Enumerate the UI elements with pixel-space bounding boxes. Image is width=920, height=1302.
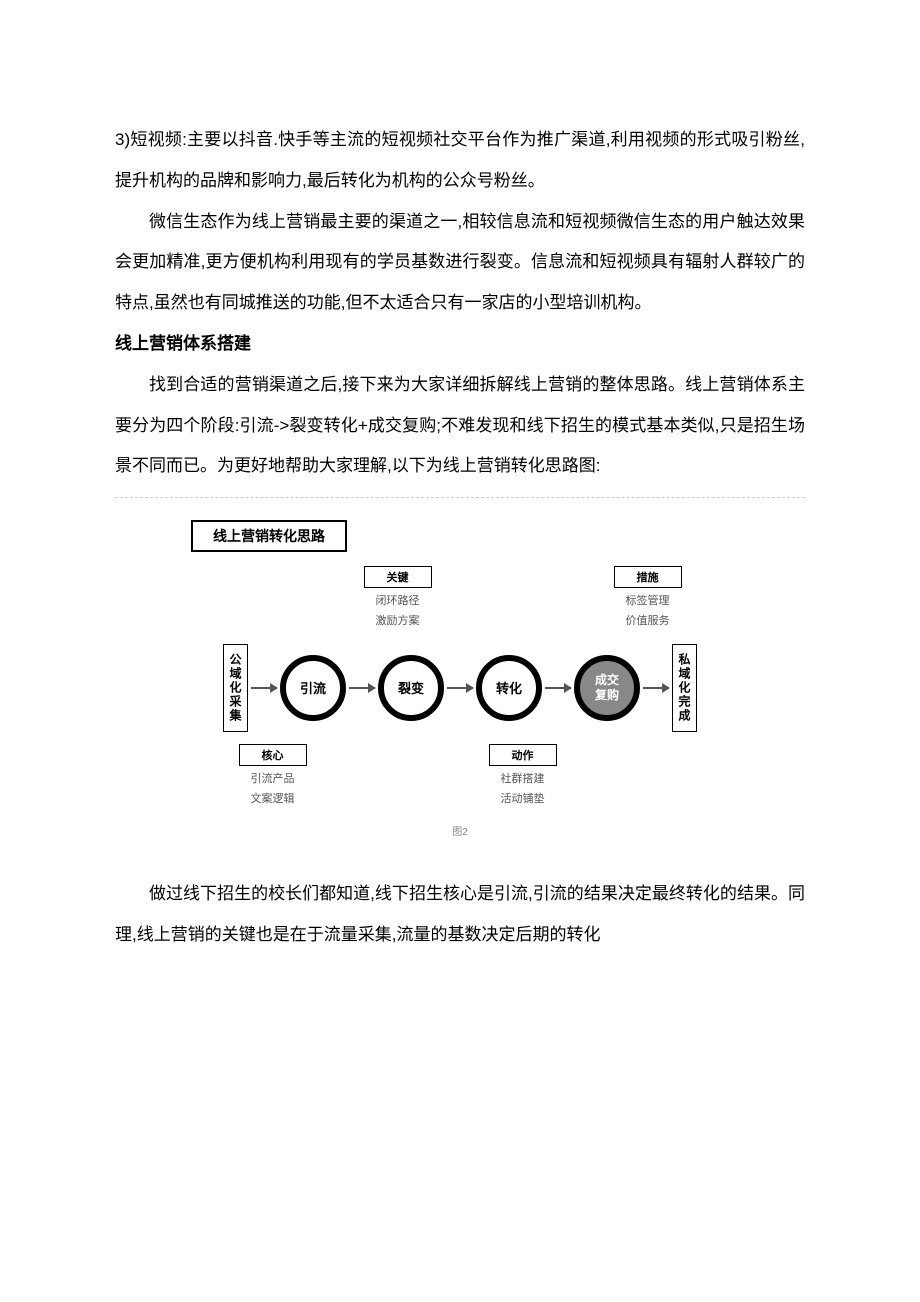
stage-circle-3: 转化 [476, 655, 542, 721]
annotation-group-action: 动作 社群搭建 活动铺垫 [460, 744, 585, 810]
right-side-box: 私域化完成 [672, 644, 697, 732]
annotation-item: 引流产品 [251, 770, 295, 790]
annotation-item: 标签管理 [626, 592, 670, 612]
stage-circle-1: 引流 [280, 655, 346, 721]
annotation-item: 激励方案 [376, 612, 420, 632]
flow-row: 公域化采集 引流 裂变 转化 成交复购 私域化完成 [131, 644, 789, 732]
arrow-icon [349, 687, 375, 689]
annotation-label: 措施 [614, 566, 682, 588]
top-annotation-row: 关键 闭环路径 激励方案 措施 标签管理 价值服务 [131, 566, 789, 632]
diagram-caption: 图2 [131, 823, 789, 838]
annotation-label: 关键 [364, 566, 432, 588]
arrow-icon [447, 687, 473, 689]
paragraph-2: 微信生态作为线上营销最主要的渠道之一,相较信息流和短视频微信生态的用户触达效果会… [115, 202, 805, 324]
annotation-item: 活动铺垫 [501, 790, 545, 810]
annotation-label: 动作 [489, 744, 557, 766]
flowchart-diagram: 线上营销转化思路 关键 闭环路径 激励方案 措施 标签管理 价值服务 公域化采集… [115, 497, 805, 844]
arrow-icon [545, 687, 571, 689]
paragraph-1: 3)短视频:主要以抖音.快手等主流的短视频社交平台作为推广渠道,利用视频的形式吸… [115, 120, 805, 202]
left-side-box: 公域化采集 [223, 644, 248, 732]
annotation-group-measure: 措施 标签管理 价值服务 [585, 566, 710, 632]
stage-circle-2: 裂变 [378, 655, 444, 721]
stage-circle-4: 成交复购 [574, 655, 640, 721]
diagram-title: 线上营销转化思路 [191, 520, 347, 552]
annotation-item: 闭环路径 [376, 592, 420, 612]
paragraph-4: 做过线下招生的校长们都知道,线下招生核心是引流,引流的结果决定最终转化的结果。同… [115, 874, 805, 956]
annotation-label: 核心 [239, 744, 307, 766]
annotation-item: 文案逻辑 [251, 790, 295, 810]
arrow-icon [643, 687, 669, 689]
bottom-annotation-row: 核心 引流产品 文案逻辑 动作 社群搭建 活动铺垫 [131, 744, 789, 810]
annotation-group-core: 核心 引流产品 文案逻辑 [210, 744, 335, 810]
annotation-item: 价值服务 [626, 612, 670, 632]
annotation-group-key: 关键 闭环路径 激励方案 [335, 566, 460, 632]
arrow-icon [251, 687, 277, 689]
annotation-item: 社群搭建 [501, 770, 545, 790]
section-heading: 线上营销体系搭建 [115, 324, 805, 365]
paragraph-3: 找到合适的营销渠道之后,接下来为大家详细拆解线上营销的整体思路。线上营销体系主要… [115, 365, 805, 487]
